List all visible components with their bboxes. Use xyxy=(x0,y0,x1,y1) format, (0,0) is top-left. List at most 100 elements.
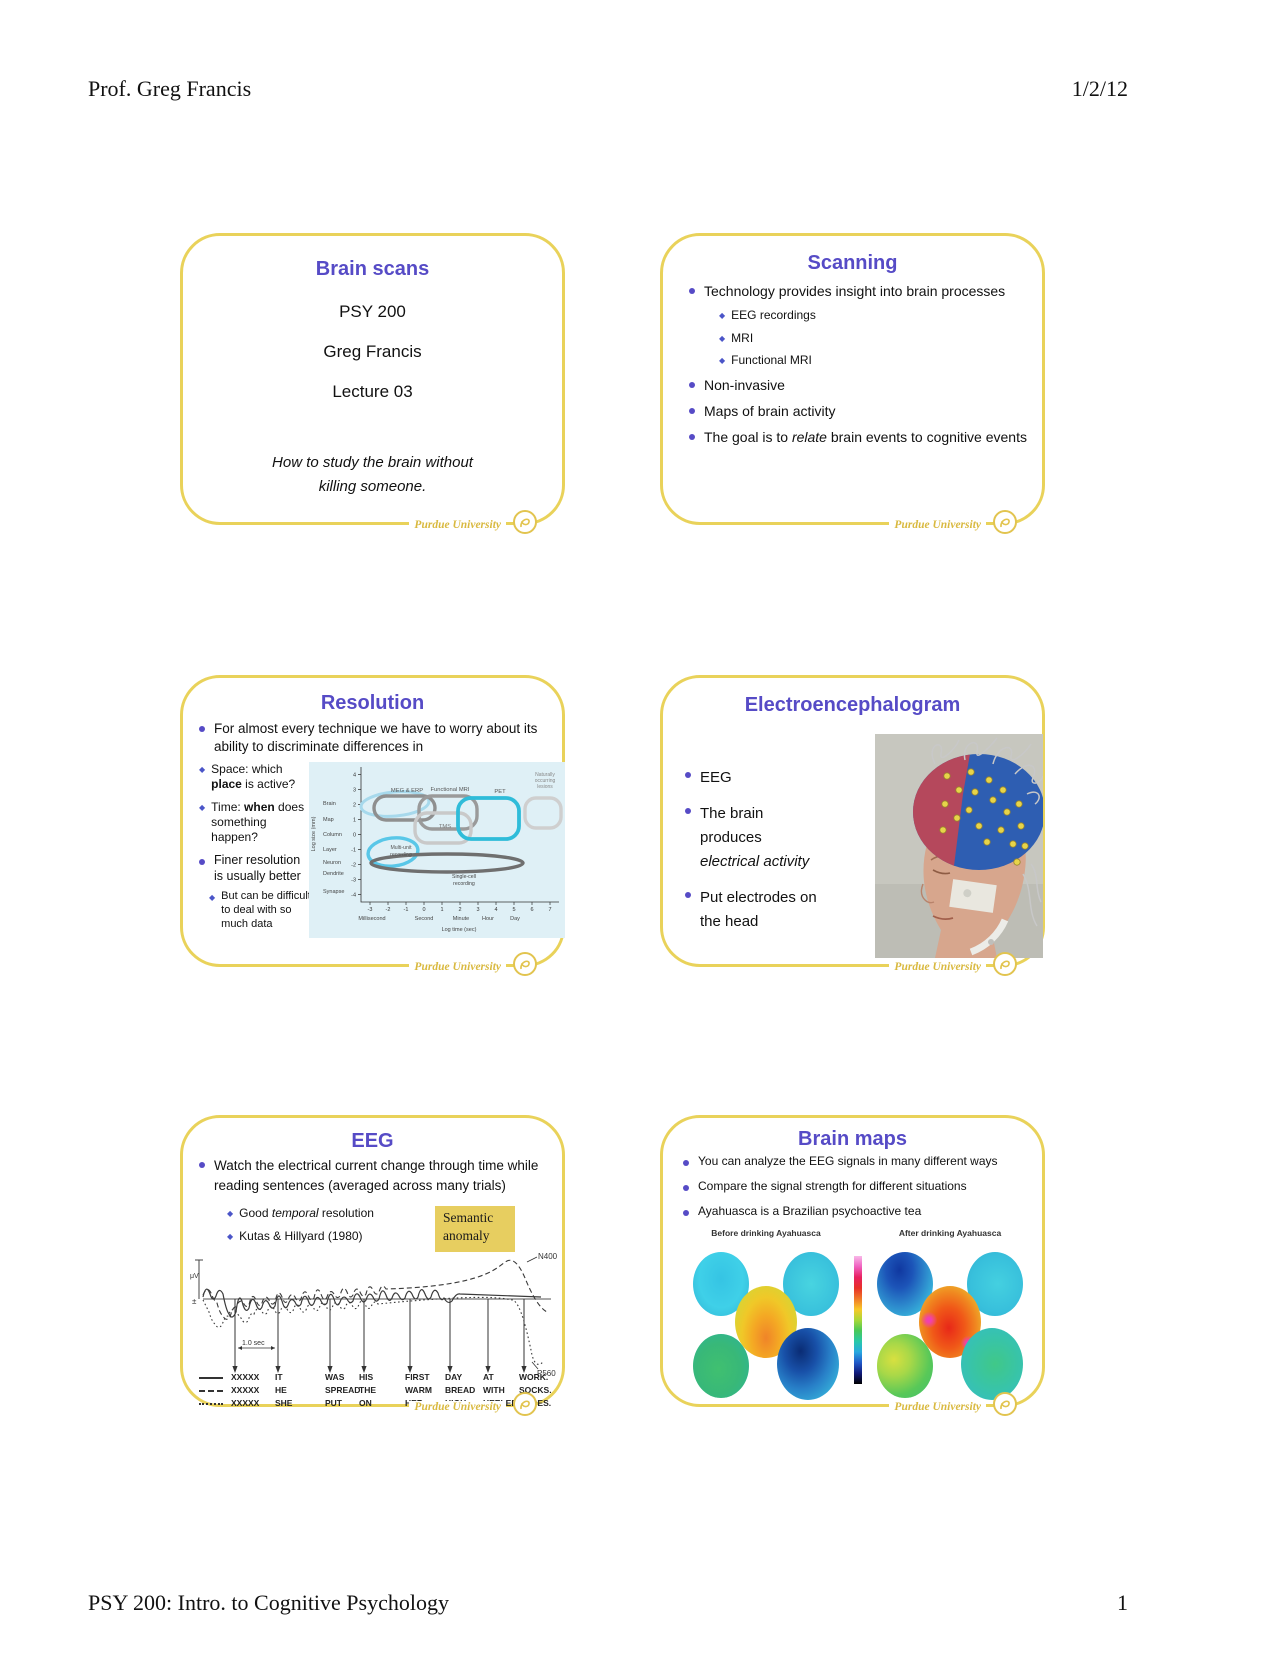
tagline-2: killing someone. xyxy=(318,478,427,495)
purdue-logo-icon xyxy=(513,510,537,534)
svg-text:Minute: Minute xyxy=(453,916,470,922)
bullet-text: Compare the signal strength for differen… xyxy=(698,1179,967,1193)
eeg-cap-photo xyxy=(875,734,1043,958)
slide-title: Resolution xyxy=(320,692,425,714)
svg-text:Hour: Hour xyxy=(482,916,494,922)
bullet-text: Finer resolution is usually better xyxy=(214,853,301,883)
svg-text:-4: -4 xyxy=(351,893,356,899)
erp-trace-dashed xyxy=(202,1259,548,1320)
svg-text:Layer: Layer xyxy=(323,847,337,853)
svg-text:-1: -1 xyxy=(351,848,356,854)
header-author: Prof. Greg Francis xyxy=(88,76,252,101)
p560-pointer xyxy=(531,1361,539,1370)
n400-pointer xyxy=(526,1256,538,1263)
bullet-text: Ayahuasca is a Brazilian psychoactive te… xyxy=(698,1204,922,1218)
meg-erp-ellipse xyxy=(359,790,431,818)
lecture-line: Lecture 03 xyxy=(332,382,413,401)
topomap xyxy=(877,1334,933,1398)
mouth xyxy=(932,915,954,921)
bullet-icon xyxy=(683,1185,689,1191)
bullet-icon xyxy=(689,408,695,415)
svg-text:3: 3 xyxy=(476,907,479,913)
svg-text:Synapse: Synapse xyxy=(323,889,344,895)
svg-text:Map: Map xyxy=(323,817,334,823)
sub-bullet-text: Kutas & Hillyard (1980) xyxy=(239,1229,363,1243)
svg-text:Column: Column xyxy=(323,832,342,838)
bullet-icon xyxy=(683,1160,689,1166)
region-labels: MEG & ERP Functional MRI TMS PET Natural… xyxy=(390,772,555,887)
purdue-footer: Purdue University xyxy=(409,961,506,973)
x-axis-ticks: -3 -2 -1 0 1 2 3 4 5 6 7 xyxy=(368,902,552,913)
sub-bullet-text: Time: when does something happen? xyxy=(211,800,305,844)
purdue-footer: Purdue University xyxy=(889,961,986,973)
erp-waveform-figure: μV ± 1.0 sec xyxy=(190,1252,558,1378)
sub-bullet-icon: ◆ xyxy=(719,311,726,321)
svg-text:Second: Second xyxy=(415,916,434,922)
power-colorbar xyxy=(854,1256,862,1384)
svg-text:6: 6 xyxy=(530,907,533,913)
bullet-icon xyxy=(689,381,695,388)
sentence-row: XXXXX IT WAS HIS FIRST DAY AT WORK. xyxy=(191,1372,563,1385)
sub-bullet-text: Functional MRI xyxy=(731,353,812,368)
meg-erp-region xyxy=(372,794,437,822)
hotspot xyxy=(921,1312,937,1328)
footer-page-number: 1 xyxy=(1117,1590,1128,1615)
svg-text:Single-cell: Single-cell xyxy=(452,874,476,880)
sub-bullet-text: EEG recordings xyxy=(731,308,816,323)
bullet-text: For almost every technique we have to wo… xyxy=(214,721,538,755)
slide-title: Electroencephalogram xyxy=(744,694,961,716)
lesions-region xyxy=(523,796,563,830)
svg-text:5: 5 xyxy=(512,907,515,913)
svg-text:4: 4 xyxy=(494,907,497,913)
sub-bullet-icon: ◆ xyxy=(719,356,726,366)
word-onset-arrows xyxy=(232,1299,527,1373)
bullet-text: Watch the electrical current change thro… xyxy=(214,1158,539,1193)
bullet-text: EEG xyxy=(700,769,732,786)
svg-text:Functional MRI: Functional MRI xyxy=(431,787,470,793)
slide-brain-maps: Brain maps You can analyze the EEG signa… xyxy=(660,1115,1045,1416)
sub-bullet-text: MRI xyxy=(731,330,754,345)
stimulus-sentences: XXXXX IT WAS HIS FIRST DAY AT WORK. XXXX… xyxy=(191,1372,563,1411)
axes xyxy=(360,767,559,903)
footer-course: PSY 200: Intro. to Cognitive Psychology xyxy=(88,1590,449,1615)
svg-text:Day: Day xyxy=(510,916,520,922)
purdue-logo-icon xyxy=(513,1392,537,1416)
bullet-text: Technology provides insight into brain p… xyxy=(704,283,1006,299)
strap-buckle xyxy=(988,939,994,945)
sub-bullet-text: But can be difficult to deal with so muc… xyxy=(221,890,311,930)
tms-region xyxy=(413,811,473,845)
sub-bullet-icon: ◆ xyxy=(227,1232,234,1241)
microvolt-label: μV xyxy=(190,1273,199,1280)
slide-title: Scanning xyxy=(807,252,898,274)
slide-scanning: Scanning Technology provides insight int… xyxy=(660,233,1045,534)
cheek-tape xyxy=(949,879,997,913)
sub-bullet-text: Good temporal resolution xyxy=(239,1206,374,1220)
sentence-row: XXXXX HE SPREAD THE WARM BREAD WITH SOCK… xyxy=(191,1385,563,1398)
svg-text:-2: -2 xyxy=(351,863,356,869)
sub-bullet-icon: ◆ xyxy=(199,803,206,812)
svg-text:PET: PET xyxy=(494,789,506,795)
svg-text:occurring: occurring xyxy=(535,778,556,784)
purdue-logo-icon xyxy=(993,952,1017,976)
dotted-line-key xyxy=(199,1403,223,1405)
svg-text:7: 7 xyxy=(548,907,551,913)
svg-text:lesions: lesions xyxy=(537,784,553,790)
chart-panel xyxy=(309,762,565,938)
svg-text:recording: recording xyxy=(453,881,475,887)
purdue-logo-icon xyxy=(993,1392,1017,1416)
single-cell-region xyxy=(369,852,525,874)
wires xyxy=(931,737,1043,927)
semantic-anomaly-callout: Semantic anomaly xyxy=(435,1206,515,1252)
solid-line-key xyxy=(199,1377,223,1379)
svg-text:MEG & ERP: MEG & ERP xyxy=(391,788,423,794)
topomap xyxy=(961,1328,1023,1400)
course-line: PSY 200 xyxy=(339,302,406,321)
plus-minus: ± xyxy=(192,1297,197,1306)
svg-text:Dendrite: Dendrite xyxy=(323,871,344,877)
svg-text:0: 0 xyxy=(422,907,425,913)
sub-bullet-icon: ◆ xyxy=(199,765,206,774)
svg-text:4: 4 xyxy=(353,773,356,779)
dashed-line-key xyxy=(199,1390,223,1392)
y-axis-label: Log size (mm) xyxy=(311,816,317,851)
slide-title: EEG xyxy=(351,1130,394,1152)
